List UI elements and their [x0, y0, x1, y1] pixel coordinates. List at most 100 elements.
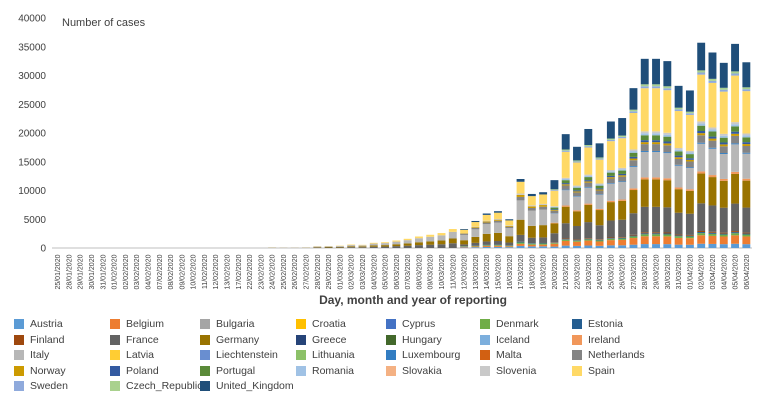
bar-segment	[550, 223, 559, 234]
bar-segment	[550, 189, 559, 190]
bar-segment	[392, 240, 401, 242]
bar-segment	[584, 147, 593, 175]
bar-segment	[719, 178, 728, 181]
bar-segment	[652, 58, 660, 85]
bar-segment	[719, 142, 728, 145]
bar-segment	[527, 244, 536, 247]
bar-segment	[471, 228, 480, 230]
bar-segment	[618, 173, 627, 176]
bar-segment	[629, 238, 638, 245]
bar-segment	[539, 242, 548, 244]
x-tick-label: 23/02/2020	[258, 254, 265, 289]
bar-segment	[640, 177, 649, 180]
bar-segment	[674, 151, 683, 156]
bar-segment	[584, 204, 593, 223]
bar-segment	[663, 143, 672, 146]
bar-segment	[697, 74, 706, 122]
legend-item: Spain	[572, 363, 615, 379]
bar-segment	[652, 131, 660, 134]
legend-item: Hungary	[386, 332, 442, 348]
legend-label: Malta	[496, 349, 522, 361]
bar-segment	[719, 89, 728, 92]
bar-segment	[742, 144, 751, 146]
bar-segment	[731, 135, 740, 144]
bar-segment	[550, 206, 559, 207]
bar-segment	[539, 237, 548, 243]
legend-item: Austria	[14, 316, 63, 332]
bar-segment	[347, 244, 356, 246]
bar-segment	[550, 209, 559, 211]
bar-segment	[595, 185, 604, 189]
bar-segment	[629, 109, 638, 112]
bar-segment	[606, 183, 615, 184]
x-tick-label: 29/02/2020	[326, 254, 333, 289]
bar-segment	[697, 230, 706, 233]
bar-segment	[640, 206, 649, 233]
bar-segment	[640, 131, 649, 134]
bar-segment	[652, 133, 660, 136]
bar-segment	[618, 237, 627, 238]
bar-segment	[663, 132, 672, 135]
bar-segment	[460, 244, 469, 247]
bar-segment	[561, 223, 570, 239]
y-tick-label: 15000	[18, 157, 46, 168]
bar-segment	[618, 176, 627, 182]
legend-label: Norway	[30, 364, 66, 377]
bar-segment	[742, 146, 751, 153]
bar-segment	[719, 244, 728, 248]
legend-item: Sweden	[14, 378, 68, 394]
bar-segment	[742, 207, 751, 233]
legend-swatch	[14, 350, 24, 360]
bar-segment	[640, 144, 649, 151]
bar-segment	[731, 231, 740, 233]
bar-segment	[697, 72, 706, 75]
x-tick-label: 31/03/2020	[676, 254, 683, 289]
chart-annotation: Number of cases	[62, 17, 146, 29]
bar-segment	[719, 137, 728, 143]
bar-segment	[471, 247, 480, 248]
bar-segment	[539, 203, 548, 206]
bar-segment	[516, 181, 525, 194]
bar-segment	[640, 151, 649, 178]
bar-segment	[708, 138, 717, 141]
bar-segment	[618, 200, 627, 220]
bar-segment	[584, 245, 593, 248]
bar-segment	[708, 205, 717, 232]
bar-segment	[392, 244, 401, 247]
bar-segment	[685, 114, 694, 151]
bar-segment	[697, 142, 706, 144]
bar-segment	[584, 238, 593, 239]
bar-segment	[595, 239, 604, 240]
bar-segment	[618, 245, 627, 248]
bar-segment	[685, 236, 694, 239]
bar-segment	[550, 207, 559, 210]
x-tick-label: 03/02/2020	[134, 254, 141, 289]
bar-segment	[426, 241, 435, 245]
legend-label: United_Kingdom	[216, 380, 294, 392]
legend-swatch	[200, 350, 210, 360]
bar-segment	[685, 168, 694, 190]
x-tick-label: 06/03/2020	[394, 254, 401, 289]
legend-swatch	[296, 319, 306, 329]
bar-segment	[640, 58, 649, 85]
bar-segment	[381, 243, 390, 246]
bar-segment	[448, 229, 457, 232]
bar-segment	[595, 208, 604, 211]
bar-segment	[708, 136, 717, 139]
bar-segment	[403, 245, 412, 248]
legend-swatch	[200, 319, 210, 329]
bar-segment	[697, 232, 706, 234]
legend-item: Latvia	[110, 347, 154, 363]
bar-segment	[731, 235, 740, 244]
bar-segment	[335, 246, 344, 247]
bar-segment	[573, 225, 581, 240]
bar-segment	[685, 161, 694, 168]
legend-label: Belgium	[126, 318, 164, 330]
bar-segment	[460, 234, 469, 241]
bar-segment	[460, 229, 469, 230]
bar-segment	[640, 140, 649, 143]
legend-item: Iceland	[480, 332, 530, 348]
bar-segment	[550, 222, 559, 224]
bar-segment	[719, 180, 728, 208]
bar-segment	[640, 133, 649, 136]
